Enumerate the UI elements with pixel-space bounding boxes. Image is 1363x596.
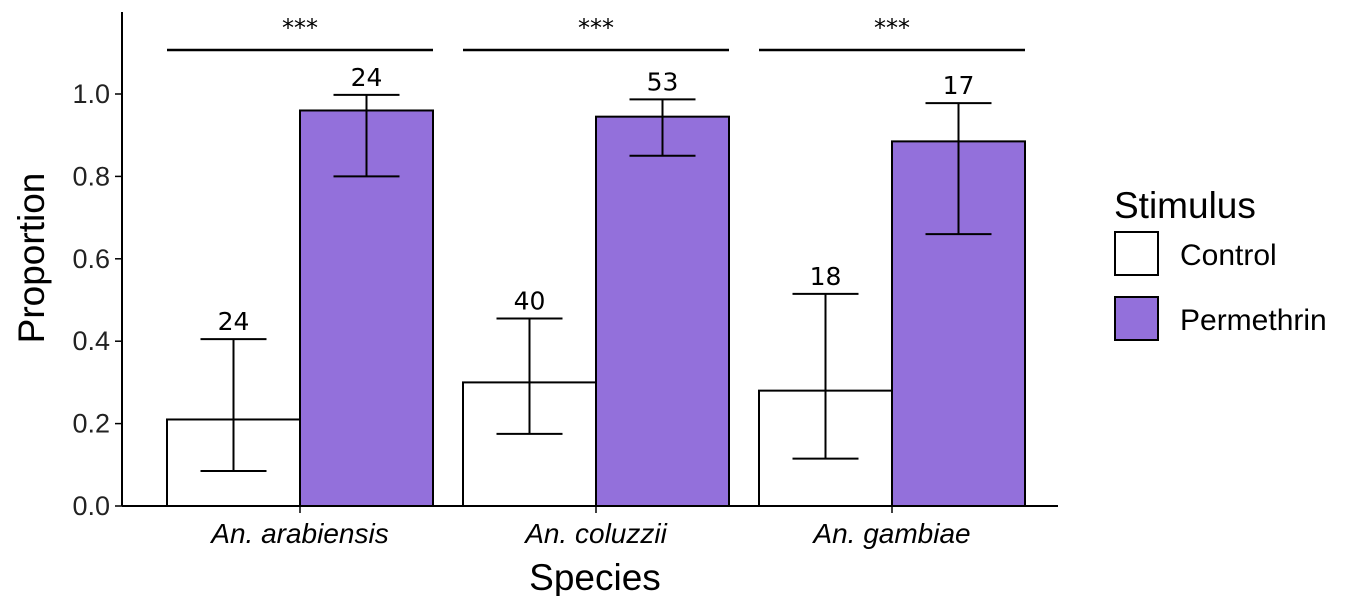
x-axis-title: Species bbox=[529, 557, 661, 596]
legend-label-control: Control bbox=[1180, 239, 1277, 272]
plot-area: 24 40 18 24 53 17 *** *** *** bbox=[166, 14, 1026, 508]
bar-permethrin bbox=[595, 115, 730, 507]
x-tick-label: An. arabiensis bbox=[209, 518, 388, 549]
significance-label: *** bbox=[874, 14, 910, 42]
x-tick-label: An. gambiae bbox=[811, 518, 970, 549]
y-axis-title: Proportion bbox=[11, 173, 52, 344]
legend: Stimulus Control Permethrin bbox=[1114, 185, 1327, 341]
sample-size-label: 53 bbox=[647, 67, 679, 96]
legend-key-permethrin bbox=[1114, 296, 1159, 341]
sample-size-label: 17 bbox=[943, 71, 975, 100]
sample-size-label: 18 bbox=[810, 262, 842, 291]
legend-key-control bbox=[1114, 231, 1159, 276]
y-axis: 0.0 0.2 0.4 0.6 0.8 1.0 bbox=[72, 12, 123, 521]
y-tick-label: 0.4 bbox=[72, 326, 110, 356]
y-tick-label: 0.2 bbox=[72, 409, 110, 439]
significance-label: *** bbox=[578, 14, 614, 42]
legend-title: Stimulus bbox=[1114, 185, 1256, 226]
significance-label: *** bbox=[282, 14, 318, 42]
x-tick-label: An. coluzzii bbox=[523, 518, 667, 549]
sample-size-label: 24 bbox=[351, 63, 383, 92]
legend-label-permethrin: Permethrin bbox=[1180, 304, 1327, 337]
y-tick-label: 0.0 bbox=[72, 491, 110, 521]
sample-size-label: 24 bbox=[218, 307, 250, 336]
x-axis: An. arabiensis An. coluzzii An. gambiae bbox=[122, 505, 1058, 549]
y-tick-label: 0.8 bbox=[72, 161, 110, 191]
y-tick-label: 0.6 bbox=[72, 244, 110, 274]
y-tick-label: 1.0 bbox=[72, 79, 110, 109]
sample-size-label: 40 bbox=[514, 287, 546, 316]
